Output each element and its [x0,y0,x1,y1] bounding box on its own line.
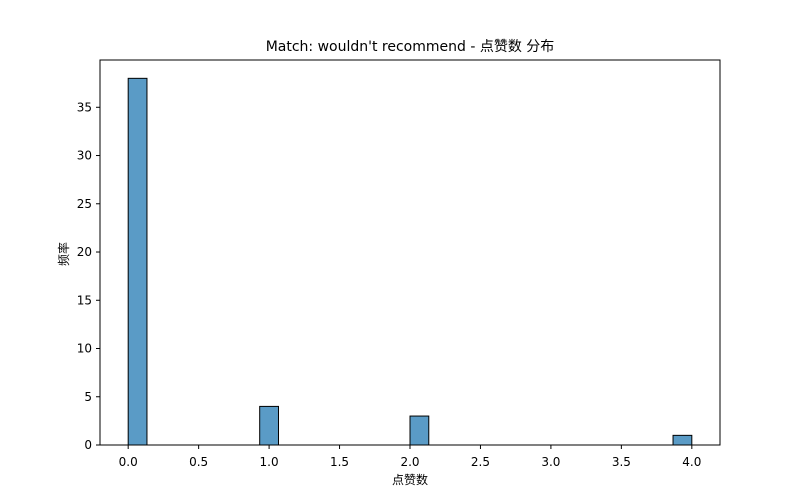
x-axis-label: 点赞数 [392,472,428,487]
x-tick-label-5: 2.5 [471,455,490,469]
y-tick-label-6: 30 [77,149,92,163]
bars-layer [127,77,693,446]
y-tick-label-0: 0 [84,438,92,452]
x-tick-label-3: 1.5 [330,455,349,469]
x-tick-label-0: 0.0 [119,455,138,469]
y-tick-label-5: 25 [77,197,92,211]
x-tick-label-2: 1.0 [260,455,279,469]
y-tick-label-4: 20 [77,245,92,259]
x-tick-label-8: 4.0 [682,455,701,469]
x-axis-ticks: 0.0 0.5 1.0 1.5 2.0 2.5 3.0 3.5 4.0 [119,445,701,469]
histogram-bar-0 [127,77,148,446]
x-tick-label-1: 0.5 [189,455,208,469]
x-tick-label-6: 3.0 [541,455,560,469]
histogram-bar-3 [672,434,693,446]
chart-title: Match: wouldn't recommend - 点赞数 分布 [266,39,555,55]
x-tick-label-7: 3.5 [612,455,631,469]
histogram-bar-1 [259,405,279,446]
plot-frame [99,59,721,446]
y-tick-label-3: 15 [77,293,92,307]
y-tick-label-7: 35 [77,100,92,114]
y-tick-label-2: 10 [77,342,92,356]
x-tick-label-4: 2.0 [400,455,419,469]
y-tick-label-1: 5 [84,390,92,404]
histogram-bar-2 [409,415,430,446]
y-axis-ticks: 0 5 10 15 20 25 30 35 [77,100,100,452]
y-axis-label: 频率 [56,242,71,266]
